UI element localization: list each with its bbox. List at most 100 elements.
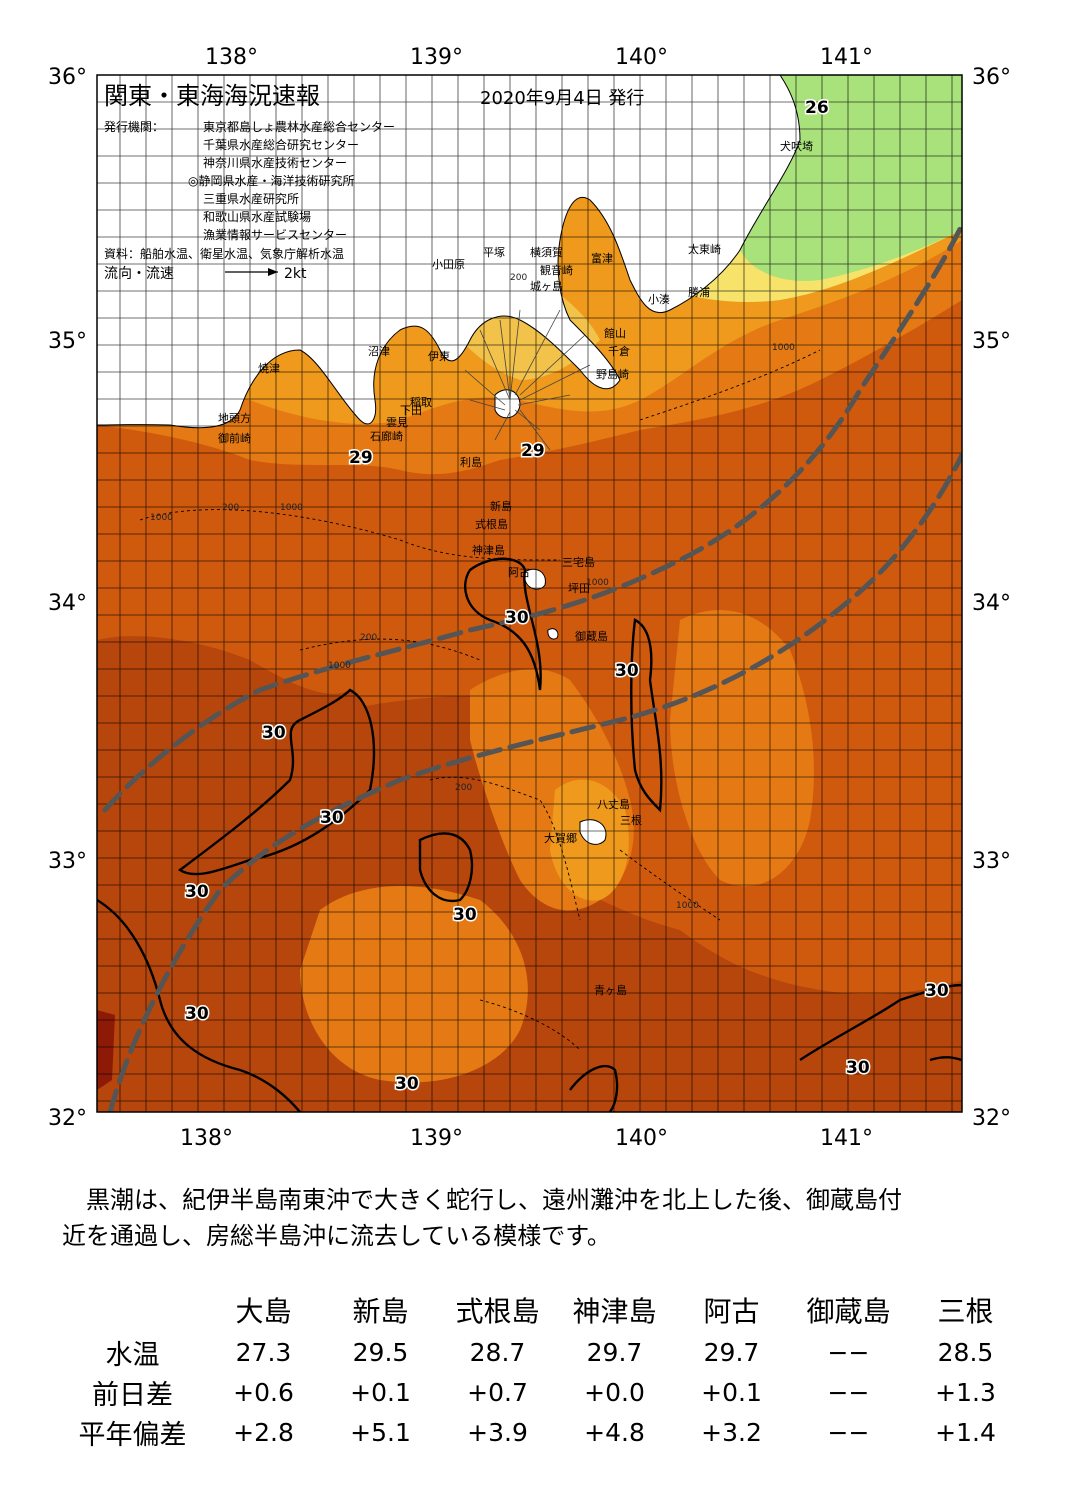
place-label: 犬吠埼 — [780, 139, 813, 153]
lon-label: 138° — [205, 45, 258, 70]
place-label: 小湊 — [648, 292, 670, 306]
lat-label: 36° — [972, 65, 1011, 90]
place-label: 下田 — [400, 404, 422, 417]
table-cell: −− — [827, 1377, 870, 1407]
publisher: 東京都島しょ農林水産総合センター — [203, 119, 395, 134]
flow-arrows — [464, 309, 591, 451]
contour-label: 30 — [615, 661, 639, 681]
depth-label: 200 — [510, 273, 527, 283]
place-label: 利島 — [460, 455, 482, 469]
column-header: 新島 — [352, 1295, 409, 1328]
table-cell: +2.8 — [233, 1417, 294, 1447]
place-label: 地頭方 — [218, 411, 251, 425]
contour-label: 30 — [846, 1058, 870, 1078]
column-header: 阿古 — [703, 1295, 760, 1328]
place-label: 平塚 — [483, 246, 505, 259]
sea-temperature-map: 138° 139° 140° 141° 138° 139° 140° 141° … — [48, 45, 1011, 1151]
map-title: 関東・東海海況速報 — [104, 82, 320, 110]
latitude-labels-right: 36° 35° 34° 33° 32° — [972, 65, 1011, 1131]
depth-label: 1000 — [772, 343, 795, 353]
place-label: 新島 — [490, 499, 512, 513]
publisher: 千葉県水産総合研究センター — [203, 137, 359, 152]
row-label: 前日差 — [92, 1379, 173, 1411]
place-label: 焼津 — [258, 362, 280, 375]
table-row: 平年偏差 +2.8 +5.1 +3.9 +4.8 +3.2 −− +1.4 — [60, 1412, 1024, 1452]
place-label: 神津島 — [472, 543, 505, 557]
data-sources: 資料：船舶水温、衛星水温、気象庁解析水温 — [104, 246, 344, 261]
table-cell: +4.8 — [584, 1417, 645, 1447]
place-label: 館山 — [604, 326, 626, 340]
map-header: 関東・東海海況速報 2020年9月4日 発行 発行機関： 東京都島しょ農林水産総… — [104, 82, 644, 282]
issue-date: 2020年9月4日 発行 — [480, 88, 644, 109]
table-cell: +3.9 — [467, 1417, 528, 1447]
lat-label: 33° — [972, 849, 1011, 874]
place-label: 三宅島 — [562, 555, 595, 569]
summary-line: 近を通過し、房総半島沖に流去している模様です。 — [62, 1222, 611, 1250]
lat-label: 33° — [48, 849, 87, 874]
depth-label: 1000 — [150, 513, 173, 523]
contour-label: 26 — [805, 98, 829, 118]
table-cell: +0.1 — [350, 1377, 411, 1407]
place-label: 横須賀 — [530, 245, 563, 259]
place-label: 観音崎 — [540, 263, 573, 277]
lon-label: 140° — [615, 1126, 668, 1151]
table-cell: +1.4 — [935, 1417, 996, 1447]
table-cell: +0.0 — [584, 1377, 645, 1407]
table-cell: 28.7 — [469, 1337, 526, 1367]
publisher: 和歌山県水産試験場 — [203, 209, 311, 224]
water-28-5-south — [300, 886, 528, 1083]
place-label: 坪田 — [568, 582, 590, 595]
place-label: 城ヶ島 — [530, 279, 563, 293]
place-label: 勝浦 — [688, 285, 710, 299]
place-label: 三根 — [620, 813, 642, 827]
water-28-5-east — [670, 610, 814, 887]
publisher-label: 発行機関： — [104, 119, 164, 134]
lon-label: 138° — [180, 1126, 233, 1151]
contour-label: 30 — [395, 1074, 419, 1094]
place-label: 阿古 — [508, 566, 530, 579]
publisher: 漁業情報サービスセンター — [203, 228, 347, 242]
kuroshio-path — [102, 222, 962, 1112]
flow-legend-label: 流向・流速 — [104, 266, 174, 282]
row-label: 水温 — [105, 1339, 160, 1371]
contour-label: 30 — [320, 808, 344, 828]
depth-label: 200 — [222, 503, 239, 513]
table-header-row: 大島 新島 式根島 神津島 阿古 御蔵島 三根 — [60, 1288, 1024, 1332]
contour-label: 30 — [185, 1004, 209, 1024]
place-label: 御前崎 — [218, 431, 251, 445]
contour-labels: 26 29 29 30 30 30 30 30 30 30 30 30 30 — [184, 97, 951, 1096]
table-cell: +5.1 — [350, 1417, 411, 1447]
lon-label: 141° — [820, 1126, 873, 1151]
lon-label: 139° — [410, 45, 463, 70]
place-label: 青ヶ島 — [594, 983, 627, 997]
table-cell: −− — [827, 1417, 870, 1447]
table-cell: 27.3 — [235, 1337, 292, 1367]
longitude-labels-bottom: 138° 139° 140° 141° — [180, 1126, 873, 1151]
place-label: 御蔵島 — [575, 629, 608, 643]
land-miyake — [524, 568, 546, 590]
lat-label: 35° — [972, 329, 1011, 354]
depth-label: 200 — [455, 783, 472, 793]
depth-label: 1000 — [280, 503, 303, 513]
place-label: 伊東 — [428, 350, 450, 363]
map-area — [97, 75, 962, 1112]
table-cell: +0.6 — [233, 1377, 294, 1407]
table-row: 前日差 +0.6 +0.1 +0.7 +0.0 +0.1 −− +1.3 — [60, 1372, 1024, 1412]
warm-water-west — [97, 636, 389, 950]
island-temperature-table: 大島 新島 式根島 神津島 阿古 御蔵島 三根 水温 27.3 29.5 28.… — [60, 1288, 1024, 1452]
table-cell: 28.5 — [937, 1337, 994, 1367]
contour-30 — [97, 557, 962, 1112]
table-cell: +1.3 — [935, 1377, 996, 1407]
table-cell: −− — [827, 1337, 870, 1367]
contour-label: 30 — [185, 882, 209, 902]
summary-line: 黒潮は、紀伊半島南東沖で大きく蛇行し、遠州灘沖を北上した後、御蔵島付 — [62, 1186, 902, 1214]
contour-label: 30 — [505, 608, 529, 628]
place-label: 沼津 — [368, 344, 390, 358]
lon-label: 140° — [615, 45, 668, 70]
lat-label: 35° — [48, 329, 87, 354]
depth-labels: 200 1000 1000 200 1000 1000 200 1000 100… — [150, 273, 795, 911]
publisher: 三重県水産研究所 — [203, 191, 299, 206]
table-row: 水温 27.3 29.5 28.7 29.7 29.7 −− 28.5 — [60, 1332, 1024, 1372]
contour-label: 30 — [453, 905, 477, 925]
place-label: 八丈島 — [597, 797, 630, 811]
